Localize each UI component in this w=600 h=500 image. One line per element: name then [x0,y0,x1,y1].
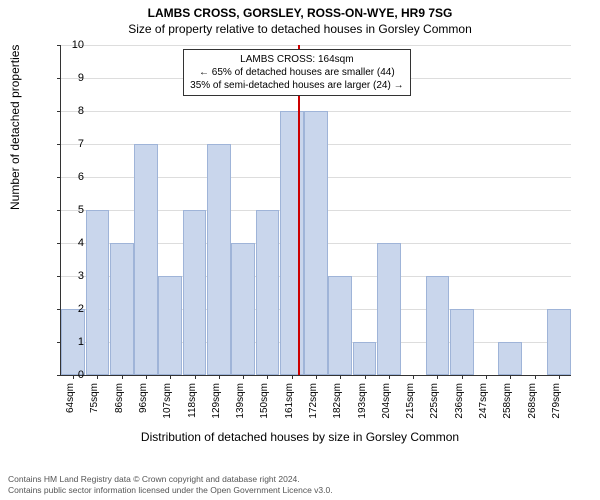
histogram-bar [377,243,401,375]
histogram-bar [328,276,352,375]
histogram-bar [256,210,280,375]
chart-container: LAMBS CROSS, GORSLEY, ROSS-ON-WYE, HR9 7… [0,0,600,500]
histogram-bar [426,276,450,375]
histogram-bar [110,243,134,375]
footer-line2: Contains public sector information licen… [8,485,333,496]
histogram-bar [158,276,182,375]
y-tick-label: 2 [54,303,84,315]
histogram-bar [498,342,522,375]
histogram-bar [134,144,158,375]
histogram-bar [231,243,255,375]
annotation-line3: 35% of semi-detached houses are larger (… [190,79,403,92]
y-axis-label: Number of detached properties [8,45,22,210]
histogram-bar [304,111,328,375]
annotation-box: LAMBS CROSS: 164sqm← 65% of detached hou… [183,49,410,96]
y-tick-label: 6 [54,171,84,183]
y-tick-label: 5 [54,204,84,216]
footer-line1: Contains HM Land Registry data © Crown c… [8,474,333,485]
y-tick-label: 0 [54,369,84,381]
histogram-bar [353,342,377,375]
footer-attribution: Contains HM Land Registry data © Crown c… [8,474,333,496]
y-tick-label: 10 [54,39,84,51]
title-line1: LAMBS CROSS, GORSLEY, ROSS-ON-WYE, HR9 7… [0,0,600,20]
y-tick-label: 9 [54,72,84,84]
y-tick-label: 7 [54,138,84,150]
histogram-bar [207,144,231,375]
histogram-bar [450,309,474,375]
y-tick-label: 3 [54,270,84,282]
annotation-line1: LAMBS CROSS: 164sqm [190,53,403,66]
histogram-bar [183,210,207,375]
annotation-line2: ← 65% of detached houses are smaller (44… [190,66,403,79]
gridline [61,45,571,46]
x-axis-label: Distribution of detached houses by size … [0,430,600,444]
histogram-bar [86,210,110,375]
title-line2: Size of property relative to detached ho… [0,20,600,36]
y-tick-label: 1 [54,336,84,348]
histogram-bar [547,309,571,375]
plot-area: LAMBS CROSS: 164sqm← 65% of detached hou… [60,45,571,376]
y-tick-label: 4 [54,237,84,249]
y-tick-label: 8 [54,105,84,117]
